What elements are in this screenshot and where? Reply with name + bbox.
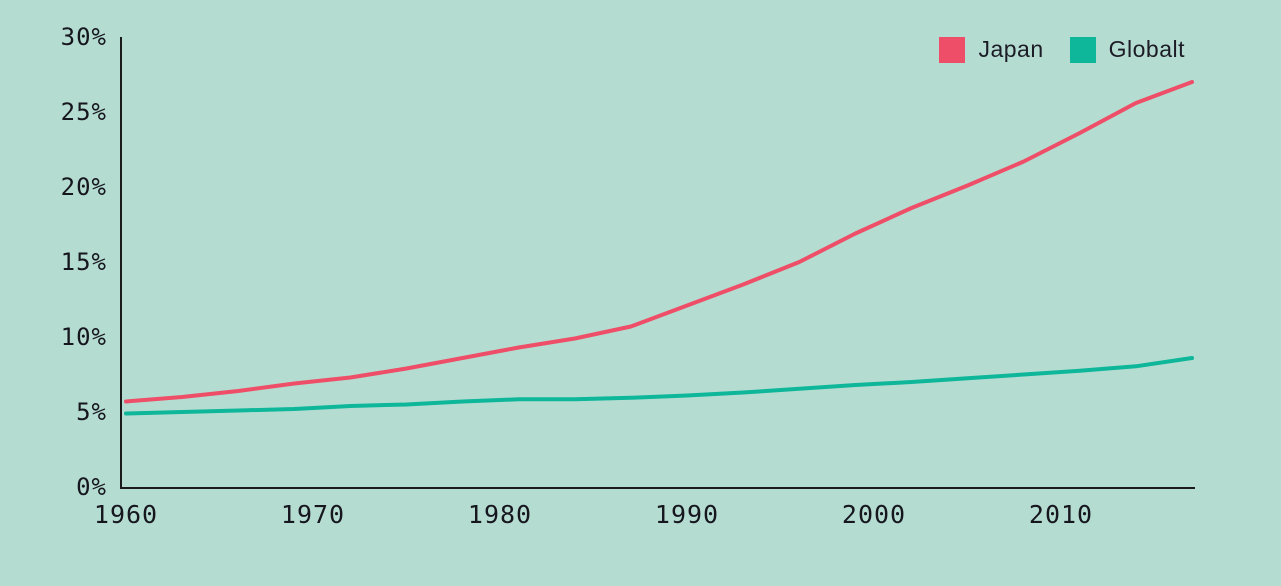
x-tick-1960: 1960 xyxy=(93,500,159,529)
globalt-line xyxy=(124,356,1194,416)
japan-swatch-icon xyxy=(939,36,966,63)
y-tick-15: 15% xyxy=(60,248,107,276)
x-tick-2010: 2010 xyxy=(1028,500,1094,529)
x-tick-2000: 2000 xyxy=(841,500,907,529)
x-tick-1980: 1980 xyxy=(467,500,533,529)
y-tick-10: 10% xyxy=(60,323,107,351)
x-tick-1990: 1990 xyxy=(654,500,720,529)
legend: Japan Globalt xyxy=(939,36,1185,63)
x-tick-1970: 1970 xyxy=(280,500,346,529)
y-tick-20: 20% xyxy=(60,173,107,201)
y-tick-5: 5% xyxy=(76,398,107,426)
legend-item-globalt: Globalt xyxy=(1069,36,1185,63)
y-tick-0: 0% xyxy=(76,473,107,501)
y-tick-30: 30% xyxy=(60,23,107,51)
legend-label-japan: Japan xyxy=(978,36,1044,62)
japan-line xyxy=(124,80,1194,404)
globalt-swatch-icon xyxy=(1069,36,1096,63)
y-tick-25: 25% xyxy=(60,98,107,126)
legend-label-globalt: Globalt xyxy=(1108,36,1185,62)
legend-item-japan: Japan xyxy=(939,36,1043,63)
